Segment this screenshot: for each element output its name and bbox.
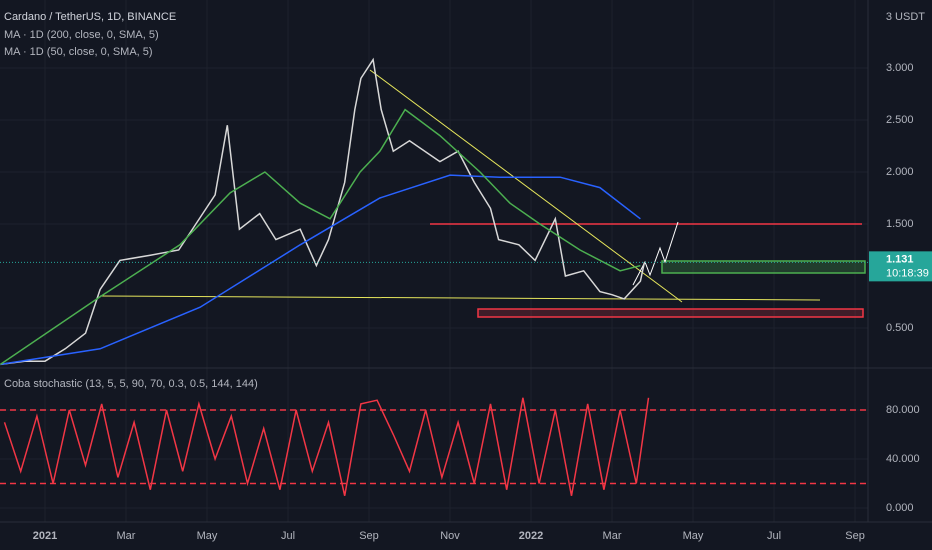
x-tick-label: Sep	[359, 530, 379, 542]
y-tick-label: 0.000	[886, 502, 914, 514]
y-tick-label: 1.500	[886, 218, 914, 230]
indicator-title: Coba stochastic (13, 5, 5, 90, 70, 0.3, …	[4, 378, 258, 390]
x-tick-label: May	[197, 530, 218, 542]
legend-entry: MA · 1D (200, close, 0, SMA, 5)	[4, 29, 159, 41]
y-tick-label: 0.500	[886, 322, 914, 334]
x-tick-label: Jul	[281, 530, 295, 542]
legend-entry: MA · 1D (50, close, 0, SMA, 5)	[4, 46, 153, 58]
target-zone	[661, 260, 866, 274]
series-line	[0, 108, 641, 366]
x-tick-label: 2021	[33, 530, 57, 542]
series-line	[3, 397, 650, 496]
support-zone	[477, 308, 864, 318]
x-tick-label: Nov	[440, 530, 460, 542]
trend-line	[369, 69, 683, 303]
series-line	[0, 57, 646, 366]
x-tick-label: Sep	[845, 530, 865, 542]
x-tick-label: 2022	[519, 530, 543, 542]
countdown-label: 10:18:39	[886, 267, 929, 279]
support-line	[99, 295, 821, 301]
y-tick-label: 2.000	[886, 166, 914, 178]
y-tick-label: 3.000	[886, 62, 914, 74]
unit-label: 3 USDT	[886, 11, 925, 23]
x-tick-label: Mar	[603, 530, 622, 542]
x-tick-label: May	[683, 530, 704, 542]
series-line	[0, 174, 641, 366]
last-price-box	[869, 251, 932, 282]
y-tick-label: 2.500	[886, 114, 914, 126]
x-tick-label: Mar	[117, 530, 136, 542]
x-tick-label: Jul	[767, 530, 781, 542]
last-price-label: 1.131	[886, 253, 914, 265]
y-tick-label: 40.000	[886, 453, 920, 465]
y-tick-label: 80.000	[886, 404, 920, 416]
chart-title: Cardano / TetherUS, 1D, BINANCE	[4, 11, 176, 23]
